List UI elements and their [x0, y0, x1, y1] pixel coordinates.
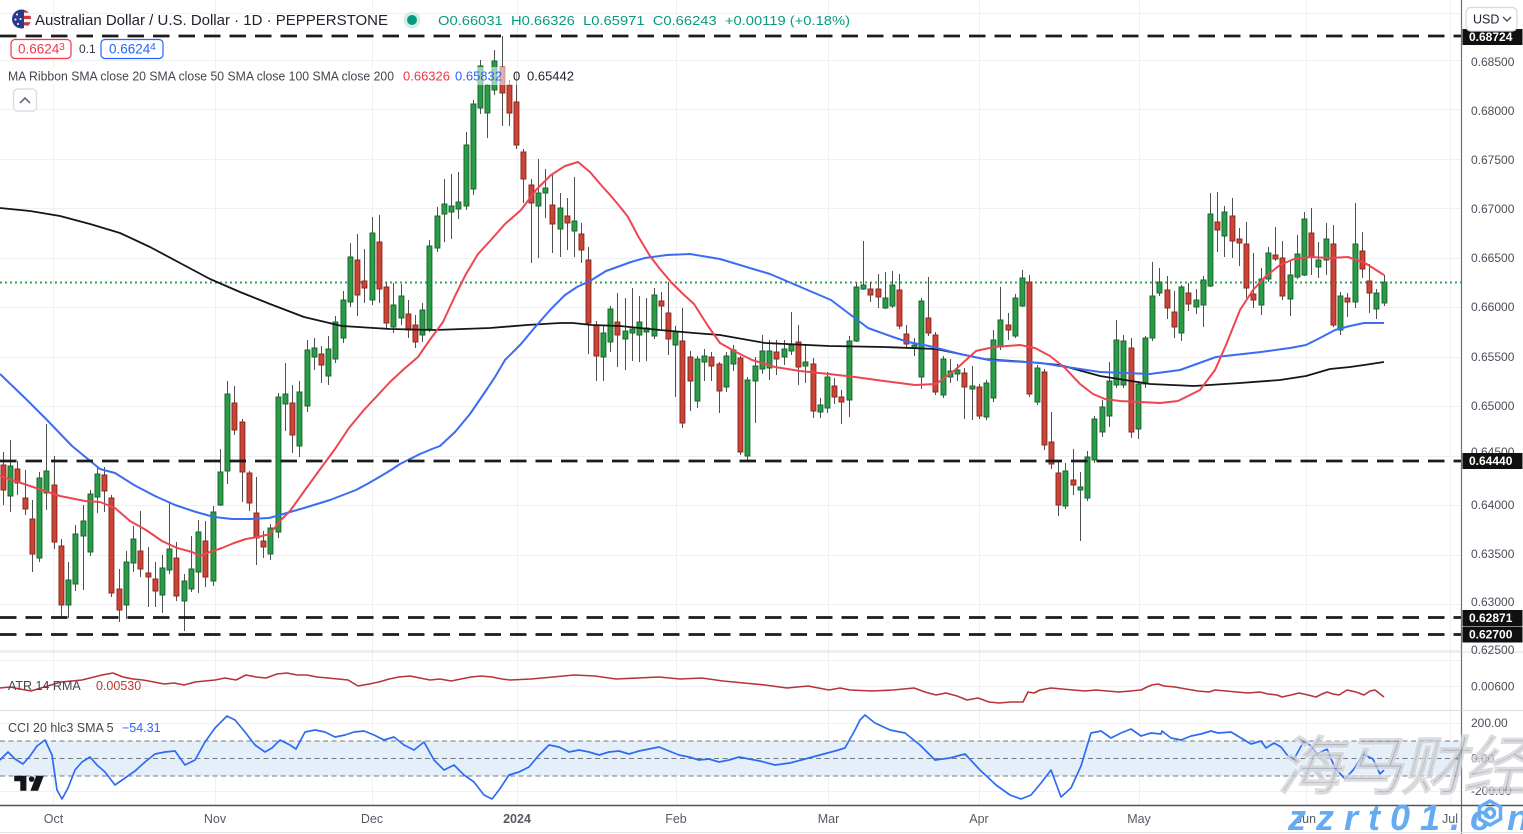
svg-text:0.62500: 0.62500 — [1471, 643, 1515, 657]
svg-text:0.6624: 0.6624 — [18, 42, 60, 57]
svg-text:0.63500: 0.63500 — [1471, 547, 1515, 561]
svg-text:Apr: Apr — [969, 812, 988, 826]
svg-text:3: 3 — [59, 41, 65, 53]
svg-text:Oct: Oct — [44, 812, 64, 826]
svg-text:0.68000: 0.68000 — [1471, 104, 1515, 118]
svg-text:0.66500: 0.66500 — [1471, 251, 1515, 265]
svg-text:2024: 2024 — [503, 812, 531, 826]
svg-text:Feb: Feb — [665, 812, 687, 826]
svg-text:0.68724: 0.68724 — [1469, 30, 1513, 44]
svg-text:海马财经: 海马财经 — [1277, 731, 1523, 803]
svg-text:0.63000: 0.63000 — [1471, 595, 1515, 609]
svg-text:0.66326: 0.66326 — [403, 69, 450, 84]
svg-text:4: 4 — [150, 41, 156, 53]
svg-text:Jun: Jun — [1296, 812, 1316, 826]
svg-text:0.00600: 0.00600 — [1471, 680, 1515, 694]
svg-text:MA Ribbon SMA close 20 SMA clo: MA Ribbon SMA close 20 SMA close 50 SMA … — [8, 70, 394, 84]
svg-text:0.62871: 0.62871 — [1469, 611, 1513, 625]
svg-text:Australian Dollar / U.S. Dolla: Australian Dollar / U.S. Dollar · 1D · P… — [35, 12, 388, 29]
svg-text:0.62700: 0.62700 — [1469, 628, 1513, 642]
svg-text:0.65442: 0.65442 — [527, 69, 574, 84]
svg-text:Nov: Nov — [204, 812, 227, 826]
svg-text:USD: USD — [1473, 13, 1499, 27]
svg-text:CCI 20 hlc3 SMA 5: CCI 20 hlc3 SMA 5 — [8, 721, 114, 735]
svg-text:0.68500: 0.68500 — [1471, 55, 1515, 69]
svg-text:Dec: Dec — [361, 812, 383, 826]
svg-text:0.00: 0.00 — [1471, 752, 1495, 766]
svg-text:0.00530: 0.00530 — [96, 679, 141, 693]
svg-text:0.65500: 0.65500 — [1471, 350, 1515, 364]
svg-text:n: n — [1507, 797, 1523, 834]
svg-text:zzrt01.c: zzrt01.c — [1287, 797, 1500, 834]
svg-text:0.65832: 0.65832 — [455, 69, 502, 84]
svg-text:0: 0 — [513, 69, 520, 84]
svg-text:0.1: 0.1 — [79, 42, 96, 56]
svg-text:−54.31: −54.31 — [122, 721, 161, 735]
svg-text:Mar: Mar — [818, 812, 840, 826]
svg-text:0.6624: 0.6624 — [109, 42, 151, 57]
svg-text:O0.66031 H0.66326 L0.65971: O0.66031 H0.66326 L0.65971 C0.66243 +0.0… — [438, 13, 850, 28]
svg-text:Jul: Jul — [1442, 812, 1458, 826]
svg-text:0.65000: 0.65000 — [1471, 399, 1515, 413]
svg-text:0.67000: 0.67000 — [1471, 202, 1515, 216]
svg-text:-200.00: -200.00 — [1471, 784, 1512, 798]
svg-text:0.64440: 0.64440 — [1469, 454, 1513, 468]
svg-text:0.64000: 0.64000 — [1471, 498, 1515, 512]
svg-text:200.00: 200.00 — [1471, 716, 1508, 730]
svg-text:0.66000: 0.66000 — [1471, 300, 1515, 314]
svg-text:May: May — [1127, 812, 1151, 826]
svg-text:0.67500: 0.67500 — [1471, 153, 1515, 167]
svg-text:ATR 14 RMA: ATR 14 RMA — [8, 679, 81, 693]
